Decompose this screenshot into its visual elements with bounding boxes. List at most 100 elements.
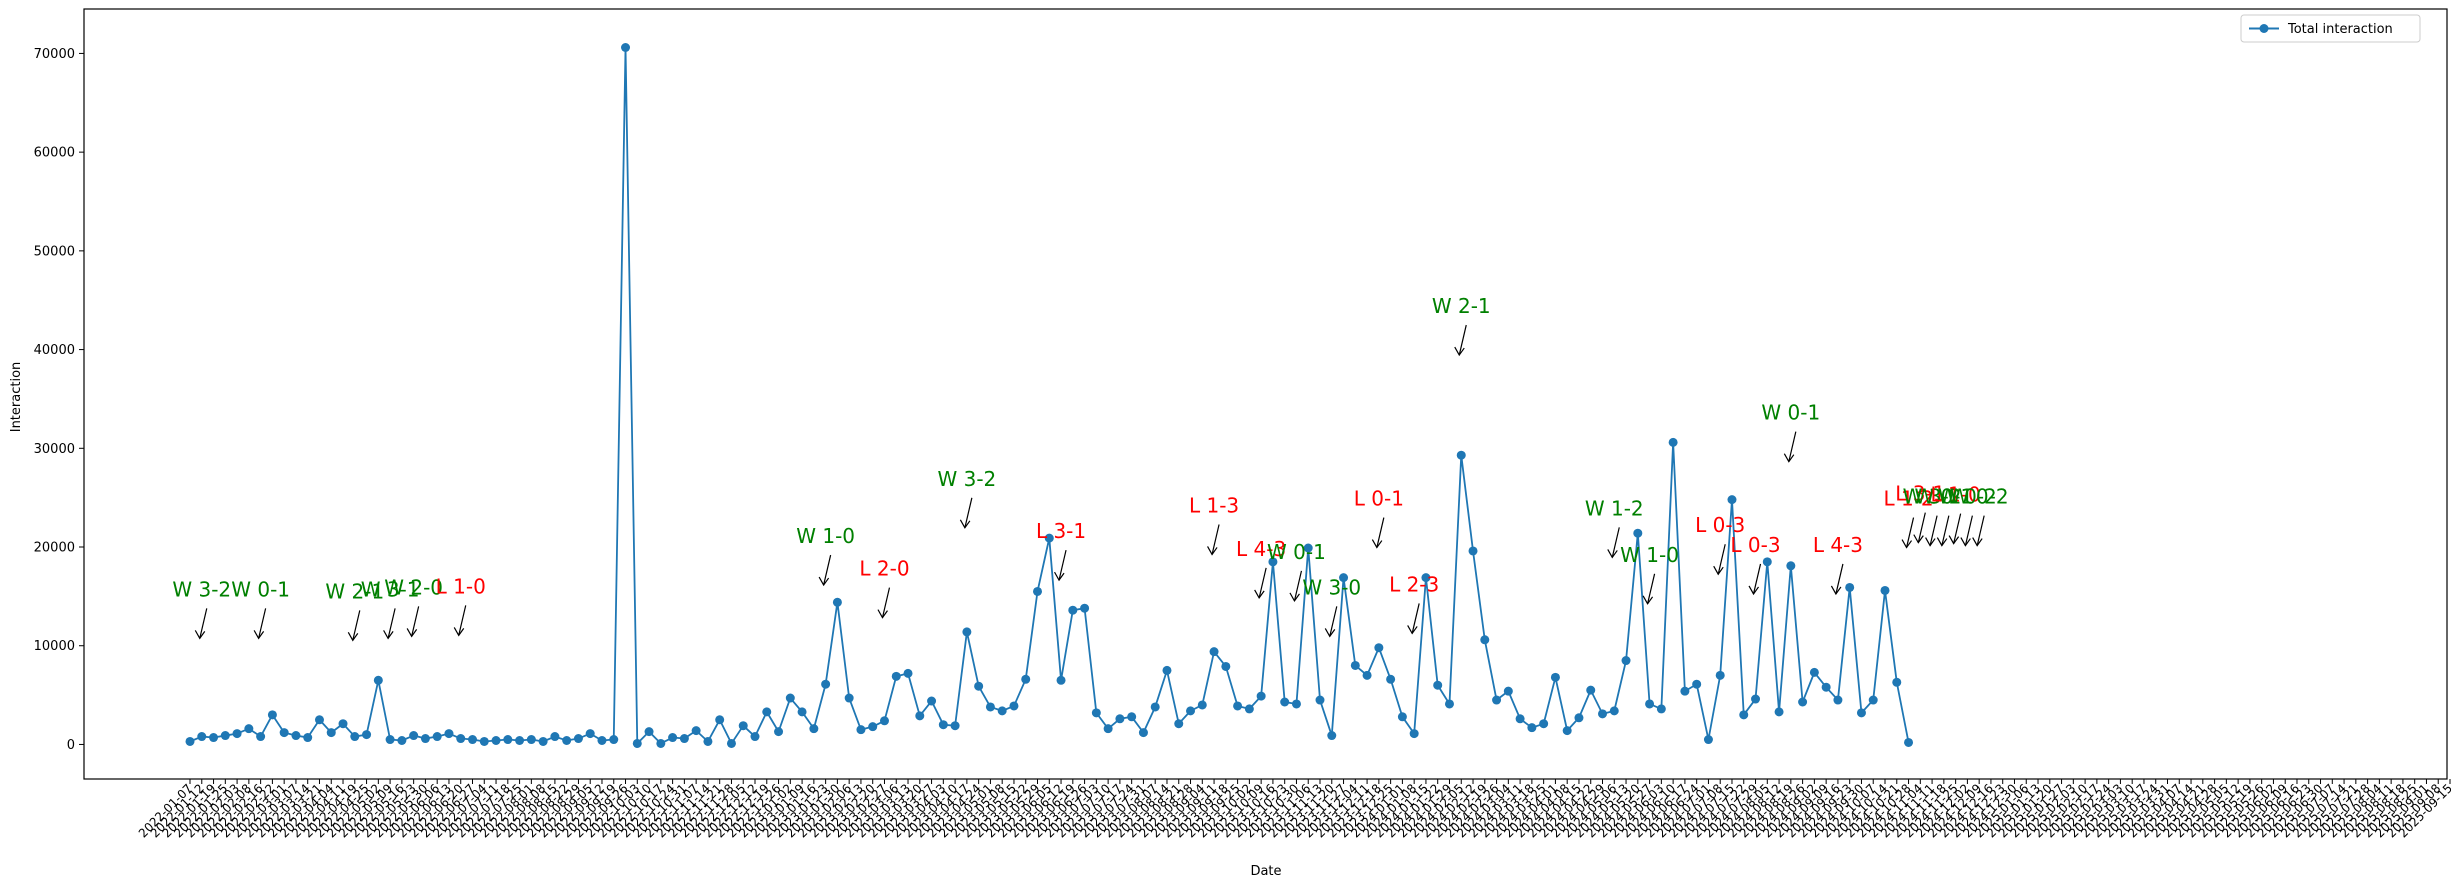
data-point: [668, 733, 678, 743]
match-result-label: L 2-0: [859, 557, 909, 581]
data-point: [962, 627, 972, 637]
match-result-label: W 3-2: [172, 577, 231, 601]
data-point: [868, 722, 878, 732]
annotation-arrow: [1929, 515, 1938, 546]
data-point: [1468, 546, 1478, 556]
data-point: [1609, 706, 1619, 716]
data-point: [1244, 704, 1254, 714]
data-point: [1221, 661, 1231, 671]
data-point: [1009, 701, 1019, 711]
annotation-arrowhead: [1960, 537, 1971, 547]
annotation-arrowhead: [347, 632, 359, 642]
data-point: [1668, 437, 1678, 447]
y-tick-label: 50000: [34, 244, 75, 259]
annotation-arrowhead: [383, 630, 394, 640]
data-point: [1091, 708, 1101, 718]
data-point: [997, 706, 1007, 716]
annotation-arrowhead: [818, 576, 830, 587]
data-point: [1033, 586, 1042, 596]
data-point: [1421, 573, 1431, 583]
data-point: [1515, 714, 1525, 724]
data-point: [1350, 660, 1360, 670]
data-point: [373, 675, 383, 685]
series-layer: [185, 43, 1914, 748]
data-point: [1362, 670, 1372, 680]
match-result-label: L 1-2: [1883, 487, 1933, 511]
y-axis: 0 10000 20000 30000 40000 50000 60000 70000: [34, 47, 84, 753]
data-point: [703, 736, 713, 746]
data-point: [903, 668, 913, 678]
annotation-arrowhead: [453, 627, 465, 637]
data-point: [974, 681, 984, 691]
y-tick-label: 60000: [34, 146, 75, 161]
data-point: [585, 729, 595, 739]
data-point: [385, 735, 395, 745]
data-point: [1409, 729, 1419, 739]
annotation-arrowhead: [877, 609, 888, 619]
data-point: [656, 738, 666, 748]
data-point: [409, 731, 419, 741]
data-point: [1174, 719, 1184, 729]
data-point: [832, 597, 842, 607]
data-point: [362, 730, 372, 740]
match-result-label: W 1-0: [1620, 543, 1679, 567]
data-point: [1021, 674, 1031, 684]
data-point: [185, 736, 195, 746]
match-result-label: L 3-1: [1895, 482, 1945, 506]
data-point: [621, 43, 631, 52]
data-point: [1339, 573, 1349, 583]
match-result-label: L 0-1: [1354, 487, 1404, 511]
data-point: [1856, 708, 1866, 718]
data-point: [1386, 674, 1396, 684]
data-point: [291, 731, 301, 741]
annotation-arrow: [258, 608, 267, 639]
data-point: [1880, 585, 1890, 595]
data-point: [1103, 724, 1113, 734]
annotation-arrow: [823, 554, 832, 586]
data-point: [597, 736, 607, 745]
data-point: [809, 724, 819, 734]
x-axis-label: Date: [1250, 864, 1281, 879]
match-result-label: L 0-3: [1730, 533, 1780, 557]
data-point: [1598, 709, 1607, 719]
data-point: [1798, 697, 1808, 707]
data-point: [456, 734, 466, 744]
data-point: [1833, 695, 1843, 705]
match-result-label: W 0-2: [1938, 485, 1997, 509]
annotation-arrow: [1646, 573, 1656, 604]
annotation-arrowhead: [1748, 585, 1760, 596]
match-result-label: W 0-1: [1267, 540, 1326, 564]
data-point: [197, 732, 207, 742]
data-point: [267, 710, 277, 720]
data-point: [1762, 557, 1772, 567]
annotation-arrowhead: [1607, 549, 1618, 559]
data-point: [1315, 695, 1325, 705]
match-result-label: W 3-1: [361, 577, 420, 601]
data-point: [244, 724, 254, 734]
data-point: [1656, 704, 1666, 714]
annotation-arrowhead: [1054, 571, 1065, 582]
data-point: [1138, 728, 1148, 738]
data-point: [1621, 656, 1631, 666]
annotation-arrowhead: [1642, 595, 1654, 605]
annotation-arrowhead: [1407, 625, 1418, 635]
annotation-arrow: [1258, 567, 1267, 599]
data-point: [1633, 528, 1643, 538]
annotation-arrow: [199, 608, 208, 639]
data-point: [1774, 707, 1784, 717]
data-point: [573, 734, 583, 744]
data-point: [1562, 726, 1572, 736]
data-point: [1492, 695, 1502, 705]
data-point: [491, 736, 501, 745]
data-point: [844, 693, 854, 703]
data-point: [232, 729, 242, 739]
data-point: [1821, 682, 1831, 692]
match-result-label: W 2-0: [384, 575, 443, 599]
data-point: [1056, 675, 1066, 685]
data-point: [479, 736, 489, 746]
annotation-arrowhead: [1936, 537, 1948, 547]
annotation-arrow: [1976, 515, 1985, 546]
annotation-arrow: [1905, 517, 1915, 548]
data-point: [303, 733, 313, 743]
match-result-label: W 1-0: [796, 524, 855, 548]
